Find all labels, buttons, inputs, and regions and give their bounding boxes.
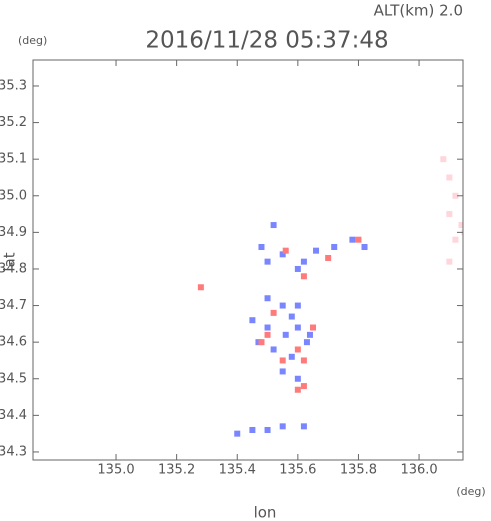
point	[282, 247, 289, 254]
point	[300, 383, 307, 390]
y-tick-label: 34.3	[0, 444, 27, 459]
point	[446, 258, 453, 265]
point	[313, 247, 320, 254]
plot-frame	[32, 59, 464, 461]
y-tick-label: 34.5	[0, 371, 27, 386]
point	[279, 302, 286, 309]
y-tick-label: 34.7	[0, 298, 27, 313]
point	[294, 375, 301, 382]
point	[458, 222, 463, 229]
point	[361, 244, 368, 251]
point	[294, 324, 301, 331]
x-tick-label: 135.8	[340, 463, 377, 478]
x-tick-label: 135.2	[158, 463, 195, 478]
point	[294, 346, 301, 353]
plot-area	[197, 156, 463, 437]
point	[270, 346, 277, 353]
y-tick-label: 34.6	[0, 335, 27, 350]
point	[249, 426, 256, 433]
y-tick-label: 34.9	[0, 225, 27, 240]
point	[325, 254, 332, 261]
y-unit: (deg)	[18, 34, 47, 47]
point	[349, 236, 356, 243]
point	[288, 313, 295, 320]
point	[452, 236, 459, 243]
y-tick-label: 35.2	[0, 115, 27, 130]
point	[288, 353, 295, 360]
point	[306, 331, 313, 338]
y-tick-label: 34.8	[0, 261, 27, 276]
point	[452, 192, 459, 199]
point	[294, 386, 301, 393]
point	[255, 339, 262, 346]
point	[300, 273, 307, 280]
point	[279, 357, 286, 364]
point	[249, 317, 256, 324]
point	[310, 324, 316, 331]
point	[440, 156, 447, 163]
point	[270, 222, 277, 229]
point	[279, 251, 286, 258]
point	[264, 295, 271, 302]
point	[282, 331, 289, 338]
point	[331, 244, 338, 251]
x-axis-label: lon	[254, 504, 277, 521]
point	[279, 368, 286, 375]
y-tick-label: 35.0	[0, 188, 27, 203]
point	[303, 339, 310, 346]
point	[446, 211, 453, 218]
x-tick-label: 135.6	[279, 463, 316, 478]
x-tick-label: 135.0	[97, 463, 134, 478]
altitude-label: ALT(km) 2.0	[374, 2, 463, 20]
point	[355, 236, 362, 243]
x-tick-label: 135.4	[219, 463, 256, 478]
point	[446, 174, 453, 181]
point	[258, 339, 265, 346]
point	[300, 423, 307, 430]
point	[300, 357, 307, 364]
point	[197, 284, 204, 291]
point	[264, 324, 271, 331]
point	[264, 426, 271, 433]
y-tick-label: 35.3	[0, 78, 27, 93]
point	[264, 258, 271, 265]
point	[300, 258, 307, 265]
point	[279, 423, 286, 430]
point	[294, 302, 301, 309]
point	[258, 244, 265, 251]
y-axis-label: lat	[1, 252, 19, 271]
y-tick-label: 35.1	[0, 152, 27, 167]
point	[294, 265, 301, 272]
point	[234, 430, 241, 437]
point	[264, 331, 271, 338]
point	[270, 309, 277, 316]
chart-title: 2016/11/28 05:37:48	[145, 28, 388, 54]
x-unit: (deg)	[456, 485, 485, 498]
y-tick-label: 34.4	[0, 408, 27, 423]
x-tick-label: 136.0	[400, 463, 437, 478]
